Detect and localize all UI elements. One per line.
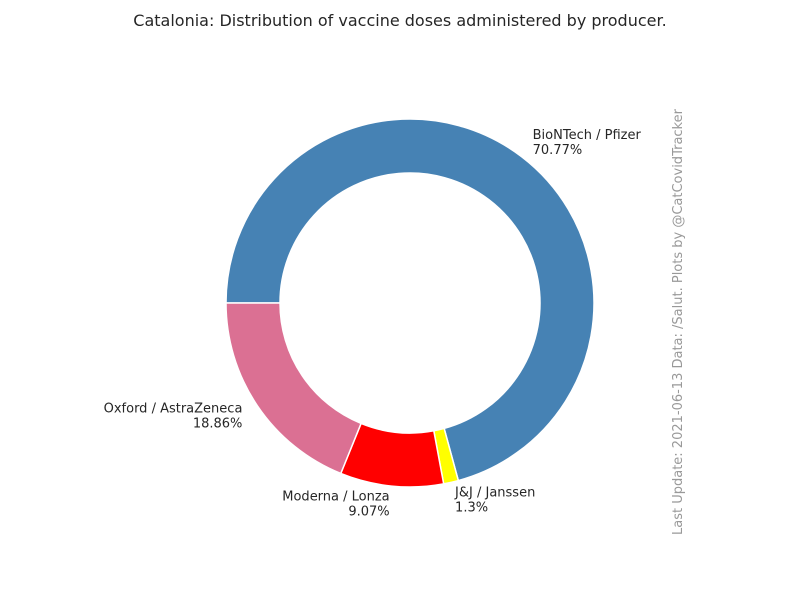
slice-percent: 1.3% bbox=[455, 500, 488, 515]
slice-label-moderna-lonza: Moderna / Lonza 9.07% bbox=[282, 489, 389, 519]
slice-oxford-astrazeneca bbox=[225, 302, 363, 475]
slice-label-oxford-astrazeneca: Oxford / AstraZeneca 18.86% bbox=[104, 401, 243, 431]
slice-percent: 70.77% bbox=[533, 143, 583, 158]
slice-name: Oxford / AstraZeneca bbox=[104, 401, 243, 416]
slice-name: J&J / Janssen bbox=[454, 485, 535, 500]
donut-slices bbox=[225, 118, 595, 488]
update-and-credit-note: Last Update: 2021-06-13 Data: /Salut. Pl… bbox=[671, 108, 686, 535]
slice-label-j-j-janssen: J&J / Janssen 1.3% bbox=[454, 485, 535, 515]
slice-name: Moderna / Lonza bbox=[282, 489, 389, 504]
slice-percent: 18.86% bbox=[193, 416, 243, 431]
slice-biontech-pfizer bbox=[225, 118, 595, 482]
slice-name: BioNTech / Pfizer bbox=[533, 128, 642, 143]
slice-labels: BioNTech / Pfizer 70.77% J&J / Janssen 1.3%… bbox=[104, 128, 642, 519]
chart-title: Catalonia: Distribution of vaccine doses… bbox=[133, 11, 666, 30]
slice-label-biontech-pfizer: BioNTech / Pfizer 70.77% bbox=[533, 128, 642, 158]
slice-percent: 9.07% bbox=[348, 504, 389, 519]
